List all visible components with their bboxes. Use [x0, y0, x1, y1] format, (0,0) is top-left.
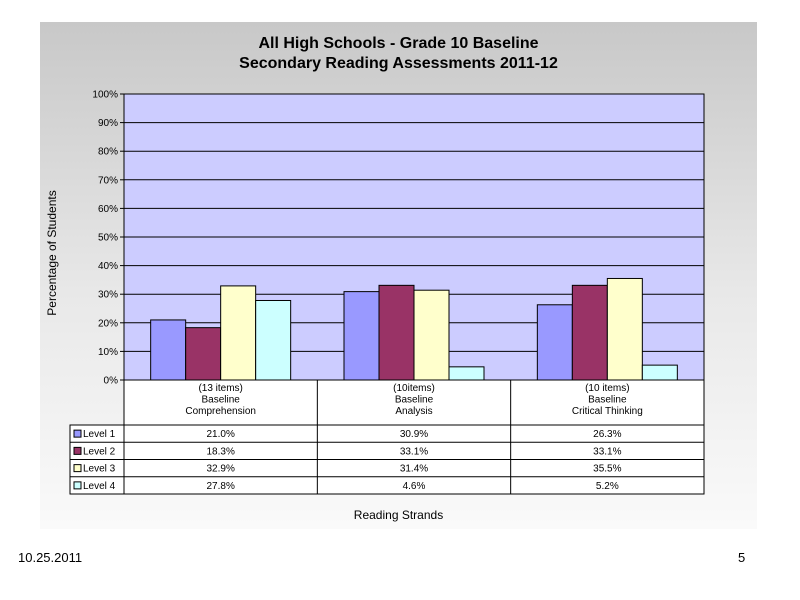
legend-label: Level 2 — [83, 446, 116, 457]
legend-swatch — [73, 429, 82, 438]
category-label: Comprehension — [185, 406, 256, 417]
bar-level-4 — [255, 299, 292, 381]
y-tick-label: 80% — [98, 147, 118, 158]
y-tick-label: 30% — [98, 290, 118, 301]
category-label: (10 items) — [585, 383, 629, 394]
legend-swatch — [73, 446, 82, 455]
bar-level-3 — [606, 277, 643, 381]
legend-swatch — [73, 481, 82, 490]
table-value: 30.9% — [400, 429, 428, 440]
category-label: Baseline — [395, 395, 434, 406]
bar-level-1 — [150, 319, 187, 381]
y-tick-label: 60% — [98, 204, 118, 215]
table-value: 33.1% — [400, 446, 428, 457]
table-value: 31.4% — [400, 464, 428, 475]
table-value: 21.0% — [206, 429, 234, 440]
category-label: (13 items) — [198, 383, 242, 394]
y-tick-label: 10% — [98, 347, 118, 358]
table-value: 35.5% — [593, 464, 621, 475]
y-tick-label: 100% — [92, 90, 118, 101]
table-value: 4.6% — [403, 481, 426, 492]
category-label: (10items) — [393, 383, 435, 394]
chart-title: All High Schools - Grade 10 Baseline — [258, 35, 539, 52]
table-value: 18.3% — [206, 446, 234, 457]
y-tick-label: 90% — [98, 118, 118, 129]
bar-level-2 — [185, 327, 222, 381]
category-label: Analysis — [395, 406, 432, 417]
legend-label: Level 3 — [83, 464, 116, 475]
legend-swatch — [73, 464, 82, 473]
y-tick-label: 20% — [98, 318, 118, 329]
legend-label: Level 1 — [83, 429, 116, 440]
table-value: 33.1% — [593, 446, 621, 457]
table-value: 27.8% — [206, 481, 234, 492]
y-tick-label: 0% — [104, 376, 119, 387]
x-axis-label: Reading Strands — [353, 508, 444, 522]
bar-level-2 — [571, 284, 608, 381]
chart-subtitle: Secondary Reading Assessments 2011-12 — [239, 55, 558, 72]
y-tick-label: 40% — [98, 261, 118, 272]
bar-level-3 — [413, 289, 450, 381]
bar-level-3 — [220, 285, 257, 381]
footer-date: 10.25.2011 — [18, 550, 83, 565]
bar-level-4 — [448, 366, 485, 381]
table-value: 32.9% — [206, 464, 234, 475]
table-value: 26.3% — [593, 429, 621, 440]
category-label: Critical Thinking — [572, 406, 643, 417]
y-tick-label: 50% — [98, 233, 118, 244]
bar-level-1 — [536, 304, 573, 381]
bar-level-2 — [378, 284, 415, 381]
legend-label: Level 4 — [83, 481, 116, 492]
page-number: 5 — [738, 550, 746, 565]
bar-level-1 — [343, 291, 380, 381]
bar-level-4 — [641, 364, 678, 381]
table-value: 5.2% — [596, 481, 619, 492]
y-tick-label: 70% — [98, 175, 118, 186]
category-label: Baseline — [201, 395, 240, 406]
category-label: Baseline — [588, 395, 627, 406]
